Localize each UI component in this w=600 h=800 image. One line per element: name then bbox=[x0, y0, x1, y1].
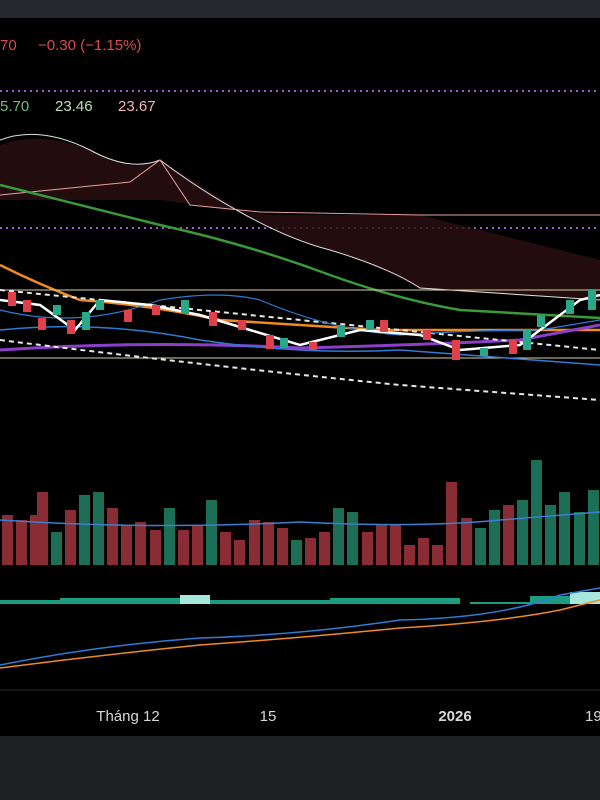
trend-line bbox=[0, 339, 600, 401]
band-line bbox=[0, 294, 600, 336]
x-tick-label: 2026 bbox=[438, 708, 471, 725]
signal-line bbox=[0, 599, 600, 669]
band-line bbox=[0, 159, 600, 216]
price-change: −0.30 (−1.15%) bbox=[38, 37, 141, 54]
volume-bars bbox=[2, 460, 599, 565]
band-line bbox=[0, 133, 600, 301]
trend-line bbox=[0, 289, 600, 351]
price: 70 bbox=[0, 37, 17, 54]
candles bbox=[8, 290, 596, 360]
ma-line bbox=[0, 323, 600, 352]
ma-line bbox=[0, 183, 600, 320]
macd-histogram bbox=[0, 592, 600, 604]
bottom-bar bbox=[0, 736, 600, 800]
volume-ma bbox=[0, 511, 600, 527]
band-line bbox=[0, 325, 600, 366]
x-tick-label: 19 bbox=[585, 708, 600, 725]
indicator-value: 23.46 bbox=[55, 98, 93, 115]
ma-line bbox=[0, 263, 600, 332]
top-bar bbox=[0, 0, 600, 18]
indicator-value: 23.67 bbox=[118, 98, 156, 115]
indicator-value: 5.70 bbox=[0, 98, 29, 115]
x-tick-label: Tháng 12 bbox=[96, 708, 159, 725]
x-tick-label: 15 bbox=[260, 708, 277, 725]
macd-line bbox=[0, 587, 600, 666]
cloud bbox=[0, 138, 600, 300]
